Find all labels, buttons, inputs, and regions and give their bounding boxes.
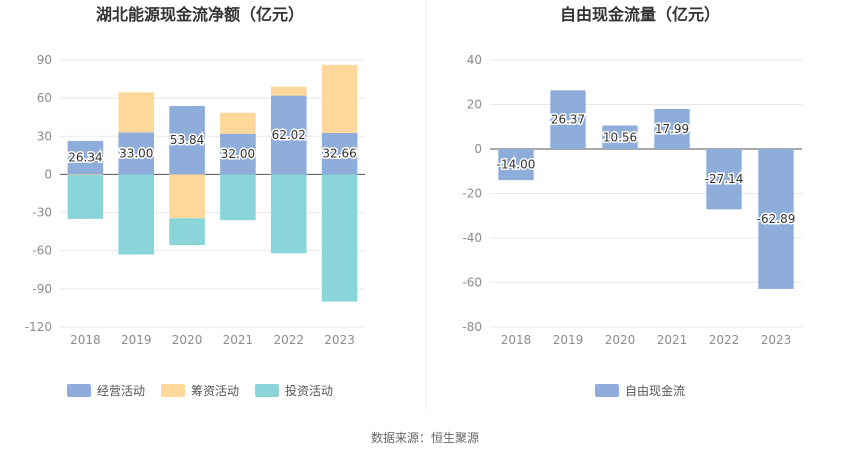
bar-筹资活动-2021 xyxy=(220,112,256,134)
y-tick-label: -90 xyxy=(32,282,52,296)
y-tick-label: -120 xyxy=(25,320,52,334)
legend-swatch[interactable] xyxy=(595,384,619,397)
legend-swatch[interactable] xyxy=(67,384,91,397)
y-tick-label: 0 xyxy=(474,142,482,156)
bar-投资活动-2018 xyxy=(67,175,104,219)
x-tick-label: 2020 xyxy=(605,333,636,347)
bar-经营活动-2020 xyxy=(169,105,205,175)
data-label: 62.02 xyxy=(272,128,306,142)
bar-筹资活动-2020 xyxy=(169,174,205,219)
x-tick-label: 2022 xyxy=(273,333,304,347)
bar-自由现金流-2019 xyxy=(550,90,586,149)
y-tick-label: 0 xyxy=(44,167,52,181)
data-label: 32.00 xyxy=(221,147,255,161)
x-tick-label: 2023 xyxy=(324,333,355,347)
legend-label[interactable]: 自由现金流 xyxy=(625,383,685,398)
y-tick-label: 90 xyxy=(37,53,52,67)
bar-筹资活动-2018 xyxy=(67,174,104,176)
x-tick-label: 2018 xyxy=(501,333,532,347)
left-chart: 湖北能源现金流净额（亿元） 90 60 30 0 -30 -60 -90 -120 2018 201… xyxy=(25,5,365,398)
bar-投资活动-2020 xyxy=(169,218,205,245)
legend-swatch[interactable] xyxy=(161,384,185,397)
y-tick-label: -80 xyxy=(462,320,482,334)
y-tick-label: -60 xyxy=(32,244,52,258)
data-label: 26.37 xyxy=(551,113,585,127)
y-tick-label: -60 xyxy=(462,276,482,290)
bar-投资活动-2022 xyxy=(270,174,307,254)
x-tick-label: 2018 xyxy=(70,333,101,347)
y-tick-label: -40 xyxy=(462,231,482,245)
chart-title: 湖北能源现金流净额（亿元） xyxy=(96,5,304,24)
data-label: 26.34 xyxy=(68,151,102,165)
data-label: -14.00 xyxy=(497,158,536,172)
x-tick-label: 2022 xyxy=(709,333,740,347)
bar-筹资活动-2023 xyxy=(321,64,358,133)
bar-自由现金流-2020 xyxy=(602,125,638,149)
bar-投资活动-2023 xyxy=(321,174,358,302)
y-tick-label: -30 xyxy=(32,206,52,220)
y-tick-label: 20 xyxy=(467,98,482,112)
chart-title: 自由现金流量（亿元） xyxy=(560,5,720,24)
bar-投资活动-2021 xyxy=(220,174,256,221)
data-label: 17.99 xyxy=(655,122,689,136)
x-tick-label: 2020 xyxy=(172,333,203,347)
right-chart: 自由现金流量（亿元） 40 20 0 -20 -40 -60 -80 2018 2019 2020 2… xyxy=(462,5,802,398)
x-tick-label: 2023 xyxy=(761,333,792,347)
bar-投资活动-2019 xyxy=(118,174,155,255)
bar-自由现金流-2018 xyxy=(498,149,534,181)
bar-自由现金流-2021 xyxy=(654,108,690,149)
legend-label[interactable]: 经营活动 xyxy=(97,384,145,398)
legend-swatch[interactable] xyxy=(255,384,279,397)
x-tick-label: 2019 xyxy=(121,333,152,347)
y-tick-label: -20 xyxy=(462,187,482,201)
bar-自由现金流-2023 xyxy=(758,149,794,289)
bar-经营活动-2019 xyxy=(118,132,155,175)
y-tick-label: 30 xyxy=(37,129,52,143)
data-label: 32.66 xyxy=(322,147,356,161)
bar-筹资活动-2019 xyxy=(118,92,155,133)
bar-经营活动-2018 xyxy=(67,140,104,175)
data-label: 33.00 xyxy=(119,146,153,160)
data-source: 数据来源：恒生聚源 xyxy=(371,430,479,445)
data-label: -27.14 xyxy=(705,172,744,186)
bar-自由现金流-2022 xyxy=(706,149,742,210)
bar-经营活动-2021 xyxy=(220,133,256,175)
y-tick-label: 60 xyxy=(37,91,52,105)
x-tick-label: 2021 xyxy=(657,333,688,347)
legend-label[interactable]: 投资活动 xyxy=(285,383,333,398)
x-tick-label: 2019 xyxy=(553,333,584,347)
y-tick-label: 40 xyxy=(467,53,482,67)
data-label: 10.56 xyxy=(603,130,637,144)
legend-label[interactable]: 筹资活动 xyxy=(191,384,239,398)
data-label: -62.89 xyxy=(757,212,796,226)
data-label: 53.84 xyxy=(170,133,204,147)
x-tick-label: 2021 xyxy=(223,333,254,347)
bar-经营活动-2022 xyxy=(270,95,307,175)
bar-筹资活动-2022 xyxy=(270,86,307,96)
bar-经营活动-2023 xyxy=(321,132,358,175)
